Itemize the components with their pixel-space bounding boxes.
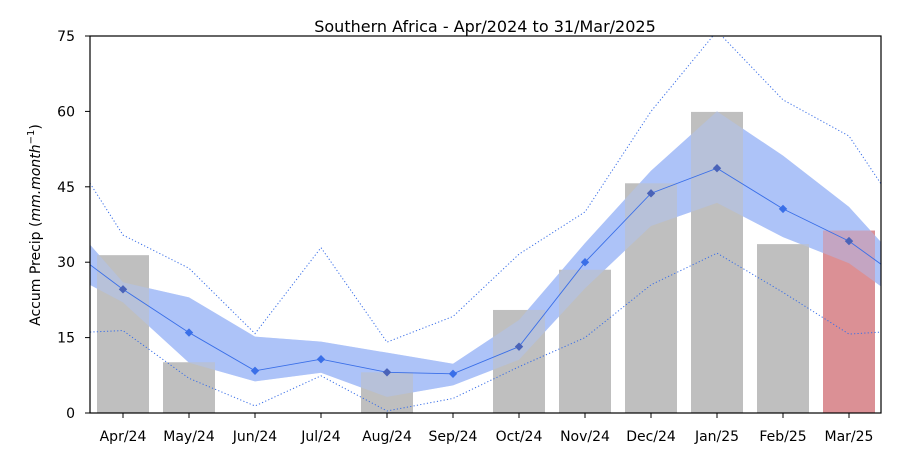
x-tick-label-oct-24: Oct/24 (496, 429, 543, 445)
mean-marker-apr-24 (118, 285, 128, 294)
x-tick-label-aug-24: Aug/24 (362, 429, 412, 445)
x-tick-label-mar-25: Mar/25 (825, 429, 874, 445)
climatology-band (90, 111, 881, 397)
mean-marker-may-24 (184, 328, 194, 337)
chart-title: Southern Africa - Apr/2024 to 31/Mar/202… (314, 17, 656, 36)
y-tick-label-60: 60 (57, 104, 75, 120)
x-tick-label-feb-25: Feb/25 (759, 429, 806, 445)
mean-marker-oct-24 (514, 342, 524, 351)
x-tick-label-jan-25: Jan/25 (694, 429, 739, 445)
x-tick-label-sep-24: Sep/24 (429, 429, 478, 445)
bar-may-24 (163, 362, 215, 413)
y-axis-label: Accum Precip (mm.month−1) (26, 124, 44, 326)
mean-marker-feb-25 (778, 204, 788, 214)
plot-inner (90, 36, 881, 413)
bar-apr-24 (97, 255, 149, 413)
mean-marker-nov-24 (580, 258, 590, 267)
mean-marker-aug-24 (382, 368, 392, 377)
x-tick-label-nov-24: Nov/24 (560, 429, 610, 445)
x-tick-label-jun-24: Jun/24 (232, 429, 277, 445)
min-dotted-line (90, 252, 881, 412)
x-tick-label-apr-24: Apr/24 (100, 429, 147, 445)
x-tick-label-jul-24: Jul/24 (300, 429, 341, 445)
plot-area: 0 15 30 45 60 75 Apr/24 May/24 Jun/24 Jul/24 Aug/2… (57, 29, 882, 445)
mean-marker-mar-25 (844, 236, 854, 246)
mean-marker-jul-24 (316, 355, 326, 364)
climatology-band-overlay (90, 111, 881, 397)
y-tick-label-75: 75 (57, 29, 75, 45)
bar-mar-25 (823, 230, 875, 413)
y-tick-label-15: 15 (57, 331, 75, 347)
x-tick-label-may-24: May/24 (163, 429, 215, 445)
bar-jan-25 (691, 111, 743, 413)
y-tick-label-0: 0 (66, 406, 75, 422)
x-tick-label-dec-24: Dec/24 (626, 429, 676, 445)
plot-frame (89, 35, 882, 414)
mean-marker-sep-24 (448, 369, 458, 378)
mean-line (90, 167, 881, 375)
mean-marker-dec-24 (646, 189, 656, 198)
bar-oct-24 (493, 309, 545, 413)
bar-feb-25 (757, 244, 809, 413)
bar-aug-24 (361, 372, 413, 413)
bar-nov-24 (559, 269, 611, 413)
y-tick-label-45: 45 (57, 180, 75, 196)
mean-marker-jun-24 (250, 366, 260, 375)
mean-marker-jan-25 (712, 164, 722, 173)
y-tick-label-30: 30 (57, 255, 75, 271)
max-dotted-line (90, 36, 881, 343)
